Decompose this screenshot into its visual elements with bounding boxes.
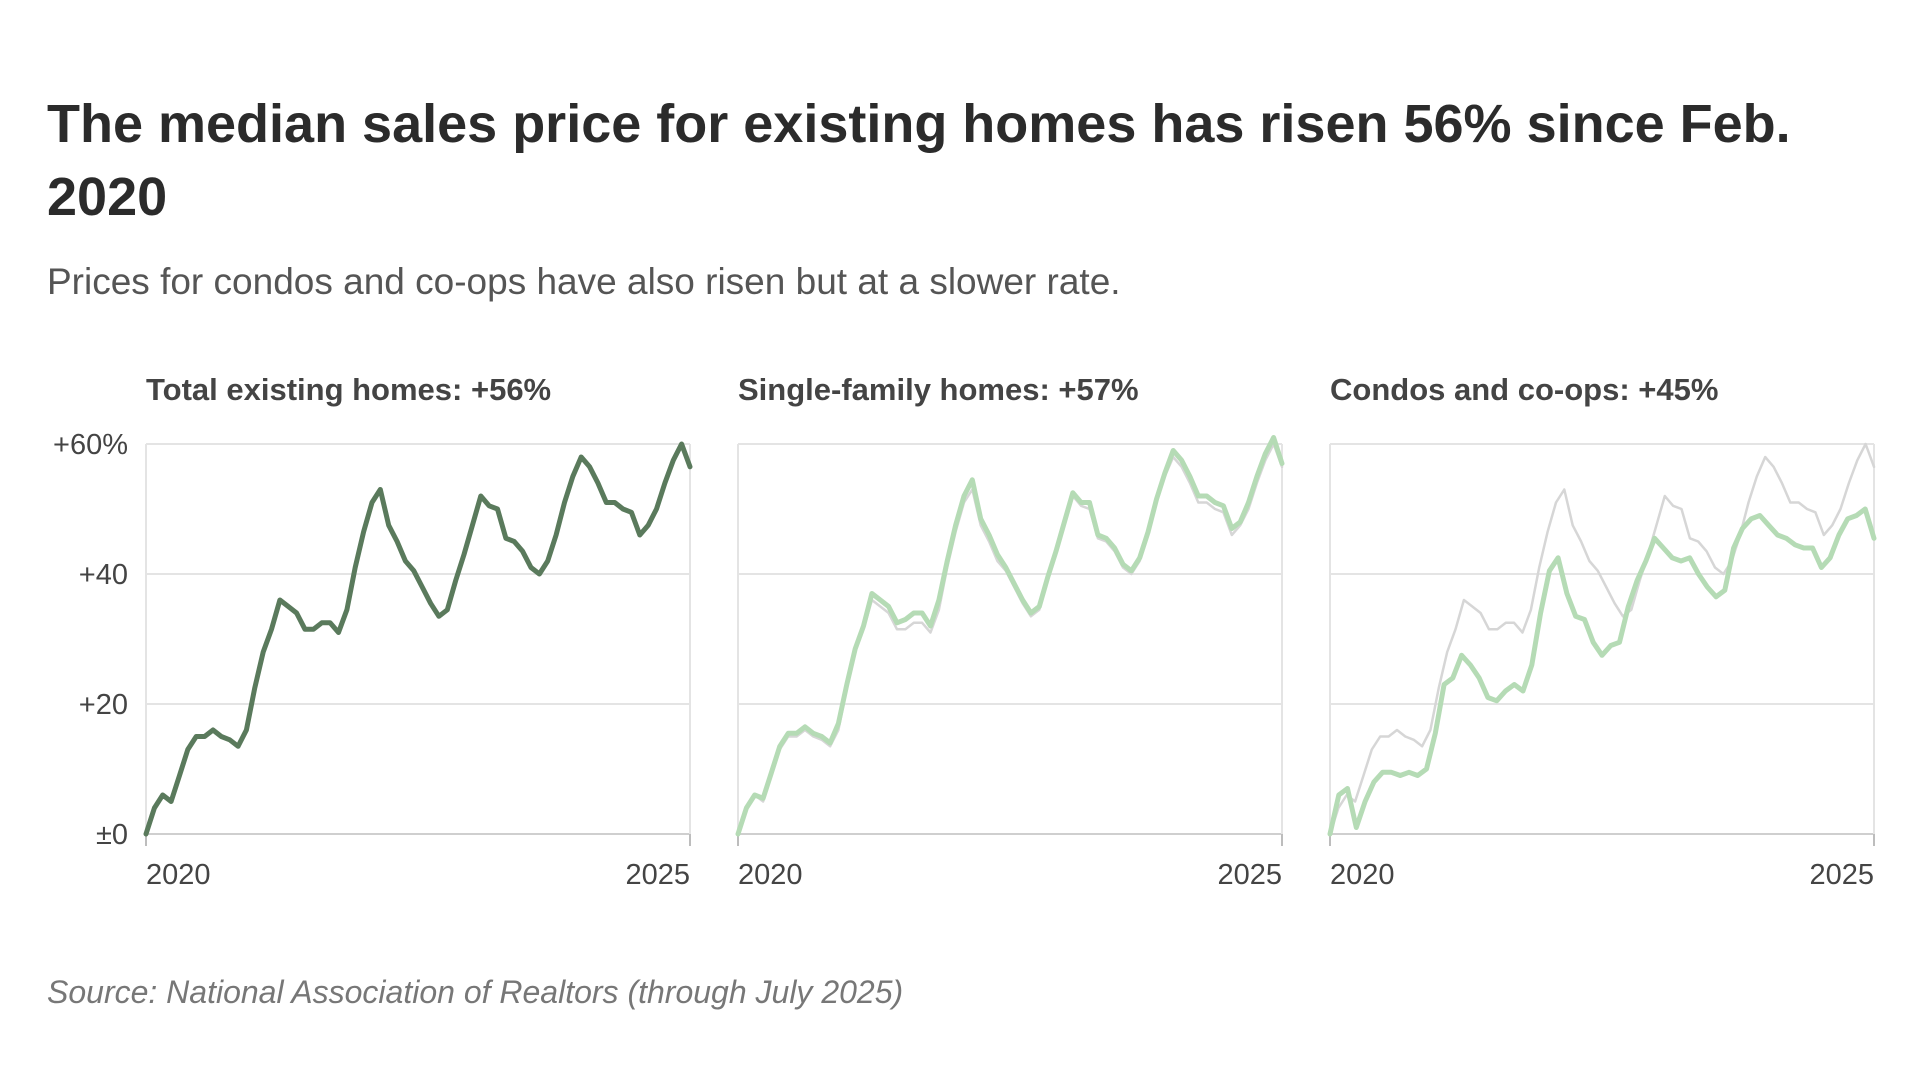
panel-title: Condos and co-ops: +45%: [1330, 372, 1718, 407]
reference-line-total-existing-homes: [1328, 442, 1876, 836]
y-tick-label: ±0: [96, 819, 128, 851]
y-tick-label: +20: [79, 689, 128, 721]
source-note: Source: National Association of Realtors…: [47, 974, 904, 1010]
series-line-single-family-homes: [735, 435, 1285, 837]
chart-title: The median sales price for existing home…: [47, 94, 1791, 227]
x-tick-label: 2020: [1330, 859, 1395, 891]
panel-title: Single-family homes: +57%: [738, 372, 1139, 407]
y-tick-label: +60%: [53, 429, 128, 461]
x-tick-label: 2025: [1217, 859, 1282, 891]
x-tick-label: 2025: [1809, 859, 1874, 891]
chart-panel-1: Total existing homes: +56% ±0 +20 +40 +60% 20…: [53, 372, 693, 891]
series-line-condos-and-co-ops: [1327, 506, 1877, 837]
panel-title: Total existing homes: +56%: [146, 372, 551, 407]
x-tick-label: 2020: [738, 859, 803, 891]
reference-line-total-existing-homes: [736, 442, 1284, 836]
chart-panel-2: Single-family homes: +57% 2020 2025: [735, 372, 1285, 891]
x-tick-label: 2025: [625, 859, 690, 891]
x-tick-label: 2020: [146, 859, 211, 891]
series-line-total-existing-homes: [143, 441, 693, 837]
chart-panel-3: Condos and co-ops: +45% 2020 2025: [1327, 372, 1877, 891]
y-tick-label: +40: [79, 559, 128, 591]
small-multiples-chart: Total existing homes: +56% ±0 +20 +40 +60% 20…: [53, 372, 1877, 891]
chart-subtitle: Prices for condos and co-ops have also r…: [47, 261, 1121, 302]
